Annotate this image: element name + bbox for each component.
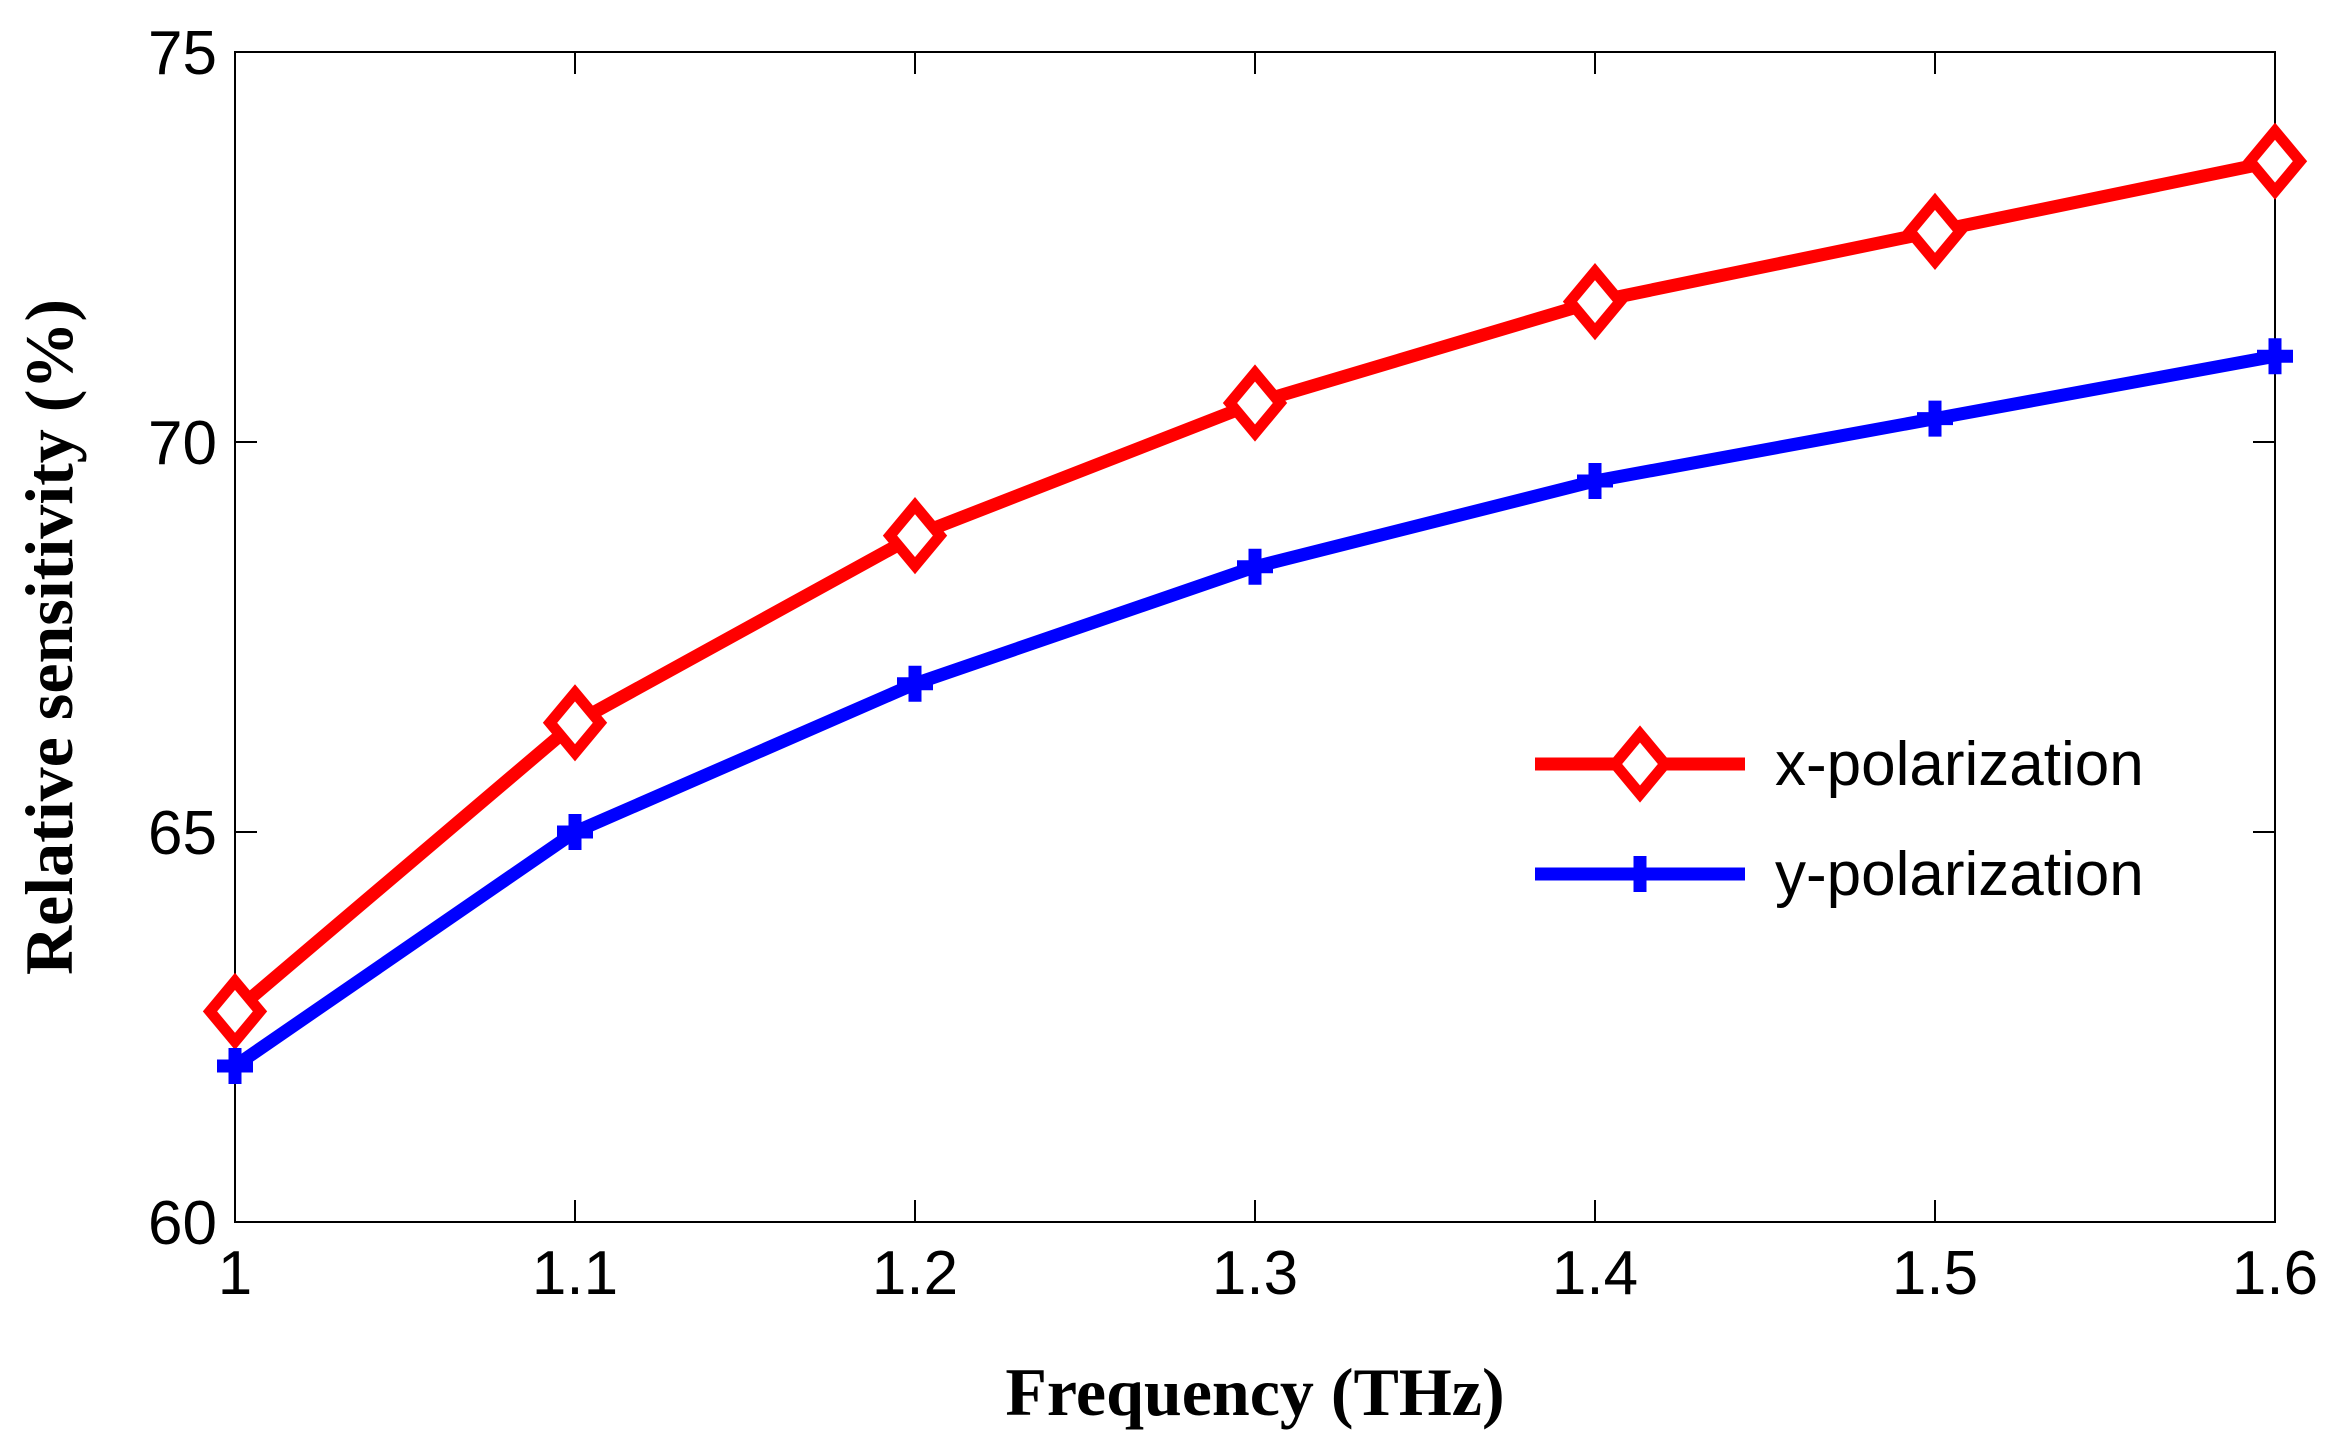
data-point-x-polarization	[202, 972, 268, 1050]
x-tick-label: 1.1	[532, 1239, 618, 1308]
data-point-y-polarization	[557, 814, 593, 850]
data-point-y-polarization	[897, 665, 933, 702]
x-tick-label: 1	[218, 1239, 252, 1308]
legend-label: y-polarization	[1775, 840, 2144, 909]
data-point-y-polarization	[217, 1048, 253, 1084]
y-tick-label: 60	[148, 1189, 217, 1258]
y-tick-label: 70	[148, 409, 217, 478]
x-tick-label: 1.2	[872, 1239, 958, 1308]
legend-marker	[1607, 725, 1673, 803]
x-tick-label: 1.4	[1552, 1239, 1638, 1308]
legend-item-y-polarization: y-polarization	[1535, 840, 2144, 909]
y-axis-title: Relative sensitivity (%)	[11, 299, 87, 975]
x-tick-label: 1.3	[1212, 1239, 1298, 1308]
legend-marker	[1622, 856, 1658, 892]
x-tick-label: 1.5	[1892, 1239, 1978, 1308]
data-point-y-polarization	[1577, 463, 1613, 499]
data-point-x-polarization	[1222, 364, 1288, 442]
data-point-x-polarization	[2242, 122, 2308, 200]
data-point-y-polarization	[1237, 548, 1273, 585]
x-axis-title: Frequency (THz)	[1005, 1354, 1504, 1430]
x-tick-label: 1.6	[2232, 1239, 2318, 1308]
y-tick-label: 75	[148, 19, 217, 88]
legend-label: x-polarization	[1775, 730, 2144, 799]
data-point-x-polarization	[1902, 192, 1968, 270]
data-point-x-polarization	[882, 497, 948, 575]
data-point-x-polarization	[1562, 263, 1628, 341]
data-point-x-polarization	[542, 684, 608, 762]
data-point-y-polarization	[2257, 338, 2293, 375]
data-point-y-polarization	[1917, 400, 1953, 437]
y-tick-label: 65	[148, 799, 217, 868]
legend-item-x-polarization: x-polarization	[1535, 725, 2144, 803]
